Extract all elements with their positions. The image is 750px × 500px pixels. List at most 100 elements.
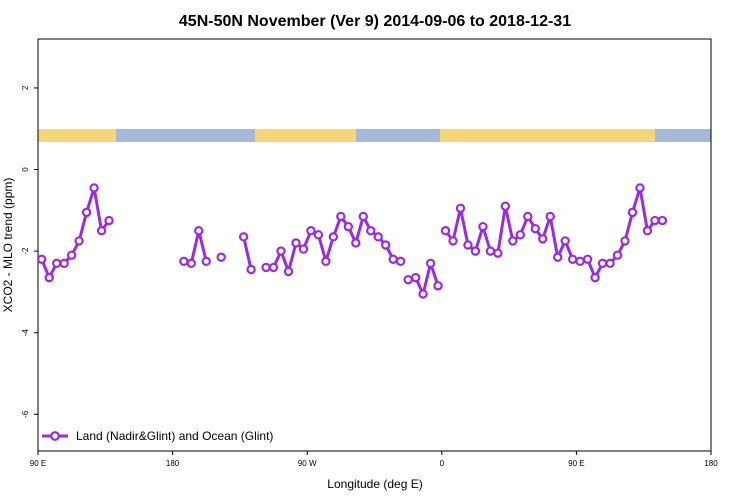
x-tick-label: 180	[166, 459, 180, 468]
series-line	[242, 236, 253, 270]
data-point	[433, 281, 443, 291]
data-point	[538, 234, 548, 244]
data-point	[44, 272, 54, 283]
data-point	[545, 211, 555, 222]
y-axis: 2 0 -2 -4 -6	[21, 85, 38, 418]
data-point	[403, 274, 413, 285]
data-point	[620, 236, 630, 246]
data-point	[186, 258, 196, 269]
land-band	[440, 129, 655, 142]
y-tick-label: -6	[21, 410, 30, 418]
data-point	[440, 226, 451, 236]
data-point	[313, 230, 324, 240]
series-line	[40, 186, 111, 280]
data-point	[298, 244, 309, 254]
data-point	[66, 250, 77, 260]
data-point	[612, 250, 623, 260]
data-point	[553, 252, 563, 262]
data-point	[81, 207, 92, 218]
series-line	[444, 186, 663, 280]
data-point	[478, 221, 488, 232]
data-point	[485, 246, 496, 256]
data-point	[37, 254, 47, 264]
data-point	[104, 215, 114, 226]
x-tick-label: 90 W	[298, 459, 317, 468]
data-point	[246, 264, 256, 275]
data-point	[283, 266, 294, 277]
data-point	[395, 256, 406, 267]
data-point	[373, 232, 383, 242]
y-tick-label: -2	[21, 247, 30, 255]
data-point	[455, 203, 466, 213]
data-point	[493, 248, 503, 258]
data-point	[500, 201, 511, 211]
data-point	[216, 252, 226, 262]
data-point	[650, 215, 660, 226]
data-point	[448, 236, 458, 246]
data-point	[523, 211, 533, 222]
data-point	[89, 183, 99, 193]
data-point	[321, 256, 331, 267]
legend-marker-swatch	[50, 431, 60, 441]
data-point	[358, 211, 368, 222]
data-point	[366, 226, 376, 236]
data-point	[515, 230, 526, 240]
map-strip	[38, 129, 711, 142]
series-layer	[37, 183, 668, 299]
legend: Land (Nadir&Glint) and Ocean (Glint)	[42, 429, 273, 443]
data-point	[463, 240, 473, 250]
data-point	[597, 258, 608, 269]
data-point	[657, 215, 668, 226]
data-point	[575, 256, 585, 267]
data-point	[470, 246, 481, 256]
x-axis: 90 E 180 90 W 0 90 E 180	[30, 451, 718, 468]
plot-frame	[37, 38, 712, 452]
data-point	[343, 221, 354, 232]
data-point	[291, 238, 301, 248]
data-point	[261, 262, 271, 273]
data-point	[328, 232, 339, 242]
data-point	[336, 211, 346, 222]
x-tick-label: 0	[440, 459, 445, 468]
x-tick-label: 90 E	[568, 459, 584, 468]
series-line	[266, 214, 402, 274]
data-point	[179, 256, 189, 267]
data-point	[201, 256, 211, 267]
y-tick-label: -4	[21, 329, 30, 337]
x-axis-label: Longitude (deg E)	[327, 477, 422, 491]
data-point	[59, 258, 69, 269]
data-point	[96, 226, 107, 236]
data-point	[605, 258, 615, 269]
chart-title: 45N-50N November (Ver 9) 2014-09-06 to 2…	[179, 13, 571, 30]
land-band	[255, 129, 356, 142]
data-point	[627, 207, 638, 218]
data-point	[388, 254, 398, 264]
x-tick-label: 90 E	[30, 459, 46, 468]
data-point	[238, 232, 249, 242]
data-point	[635, 183, 645, 193]
data-point	[194, 226, 204, 236]
data-point	[51, 258, 62, 269]
y-tick-label: 2	[21, 85, 30, 90]
data-point	[410, 272, 421, 283]
y-axis-label: XCO2 - MLO trend (ppm)	[1, 178, 15, 313]
data-point	[590, 272, 600, 283]
data-point	[306, 226, 316, 236]
data-point	[582, 254, 593, 264]
data-point	[276, 246, 286, 256]
data-point	[530, 223, 540, 234]
data-point	[268, 262, 279, 273]
x-tick-label: 180	[704, 459, 718, 468]
data-point	[74, 236, 84, 246]
y-tick-label: 0	[21, 167, 30, 172]
data-point	[425, 258, 436, 269]
data-point	[560, 236, 570, 246]
data-point	[508, 236, 518, 246]
data-point	[351, 238, 361, 248]
data-point	[642, 226, 653, 236]
data-point	[567, 254, 578, 264]
land-band	[38, 129, 116, 142]
legend-label: Land (Nadir&Glint) and Ocean (Glint)	[76, 429, 273, 443]
data-point	[418, 289, 428, 299]
